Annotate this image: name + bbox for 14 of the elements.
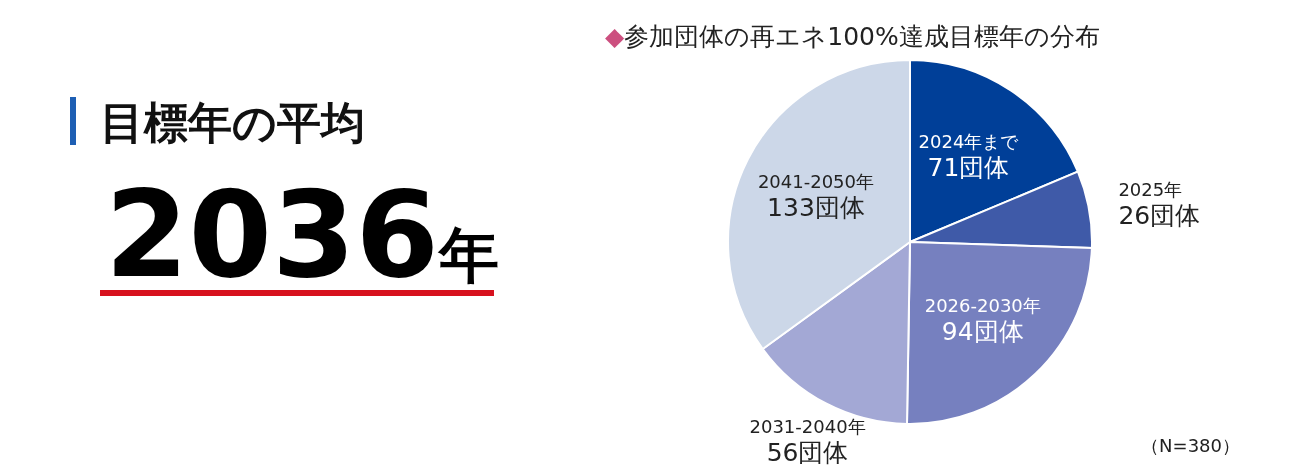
chart-title: ◆参加団体の再エネ100%達成目標年の分布 xyxy=(605,22,1100,51)
slice-label: 2025年 xyxy=(1118,178,1183,200)
slice-label: 2031-2040年 xyxy=(749,416,866,437)
slice-label: 2041-2050年 xyxy=(757,171,875,193)
data-label: 133団体 xyxy=(767,193,865,223)
slice-label: 2024年まで xyxy=(918,131,1020,153)
data-label: 56団体 xyxy=(766,438,849,467)
text: （N=380） xyxy=(1141,435,1240,456)
data-label: 71団体 xyxy=(927,153,1010,183)
text: 2036年 xyxy=(105,165,499,304)
slice-label: 2026-2030年 xyxy=(924,295,1041,317)
data-label: 94団体 xyxy=(941,317,1024,347)
data-label: 26団体 xyxy=(1118,200,1201,230)
text: 目標年の平均 xyxy=(100,97,365,148)
